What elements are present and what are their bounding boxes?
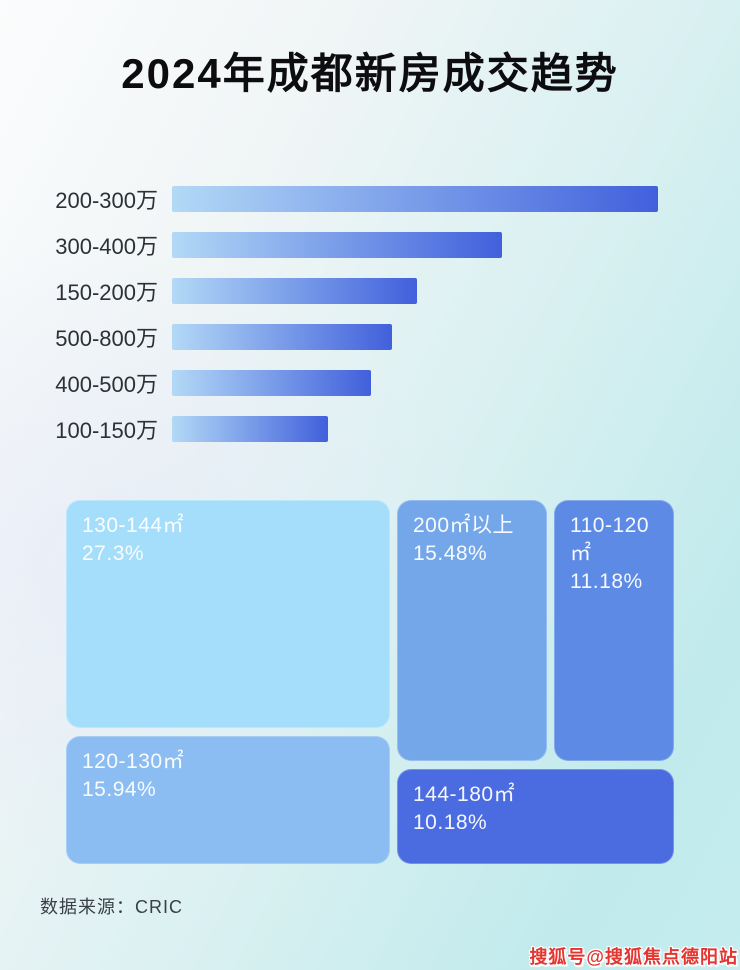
treemap-block-percent: 11.18% xyxy=(570,569,643,593)
treemap-block-label: 120-130㎡ xyxy=(82,750,185,773)
bar-row: 200-300万 xyxy=(40,186,700,213)
treemap-block-label: 110-120㎡ xyxy=(570,514,650,565)
bar-row: 300-400万 xyxy=(40,232,700,259)
data-source-label: 数据来源：CRIC xyxy=(40,897,183,917)
treemap-block-percent: 27.3% xyxy=(82,541,145,565)
bar-category-label: 100-150万 xyxy=(55,418,158,443)
treemap-block-label: 200㎡以上 xyxy=(413,514,515,537)
bar xyxy=(172,278,417,304)
treemap-block-percent: 15.94% xyxy=(82,777,157,801)
bar-row: 400-500万 xyxy=(40,370,700,397)
bar-row: 100-150万 xyxy=(40,416,700,443)
bar-category-label: 200-300万 xyxy=(55,188,158,213)
treemap-block: 200㎡以上 15.48% xyxy=(397,500,547,761)
treemap-block-percent: 10.18% xyxy=(413,810,488,834)
treemap-block-label: 130-144㎡ xyxy=(82,514,185,537)
bar xyxy=(172,324,392,350)
bar-category-label: 150-200万 xyxy=(55,280,158,305)
bar-category-label: 300-400万 xyxy=(55,234,158,259)
bar xyxy=(172,416,328,442)
bar-row: 150-200万 xyxy=(40,278,700,305)
bar xyxy=(172,370,371,396)
bar-category-label: 500-800万 xyxy=(55,326,158,351)
bar-row: 500-800万 xyxy=(40,324,700,351)
treemap-block: 110-120㎡ 11.18% xyxy=(554,500,674,761)
price-band-bar-chart: 200-300万 300-400万 150-200万 500-800万 400-500万… xyxy=(40,186,700,462)
bar-category-label: 400-500万 xyxy=(55,372,158,397)
treemap-block: 120-130㎡ 15.94% xyxy=(66,736,390,864)
area-segment-treemap: 130-144㎡ 27.3% 200㎡以上 15.48% 110-120㎡ 11.18% 1… xyxy=(64,497,676,869)
watermark-text: 搜狐号@搜狐焦点德阳站 xyxy=(529,947,738,967)
treemap-block-percent: 15.48% xyxy=(413,541,488,565)
page-title: 2024年成都新房成交趋势 xyxy=(121,50,619,97)
treemap-block: 144-180㎡ 10.18% xyxy=(397,769,674,864)
treemap-block: 130-144㎡ 27.3% xyxy=(66,500,390,728)
bar xyxy=(172,232,502,258)
treemap-block-label: 144-180㎡ xyxy=(413,783,516,806)
bar xyxy=(172,186,658,212)
